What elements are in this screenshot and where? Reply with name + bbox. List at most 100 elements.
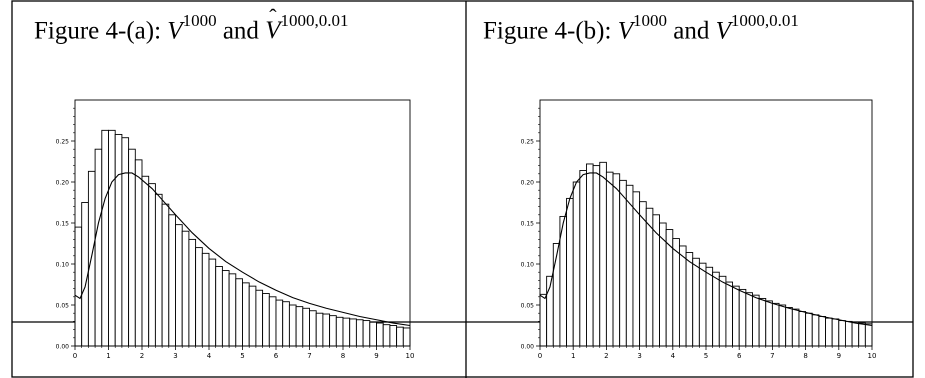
plot-b: 0 1 2 3 4 5 6 7 8 9 10 0.00 0.05 0.10 0.15 0.20 0.25 xyxy=(521,99,876,360)
histogram-bar xyxy=(355,319,364,347)
histogram-bar xyxy=(818,316,826,347)
histogram-bar xyxy=(154,193,163,347)
histogram-bar xyxy=(619,179,627,347)
histogram-bar xyxy=(335,316,344,347)
x-tick-label: 8 xyxy=(341,352,345,360)
x-tick-label: 10 xyxy=(406,352,415,360)
histogram-bar xyxy=(752,294,760,347)
title-sup2: 1000,0.01 xyxy=(730,11,799,30)
histogram-bar xyxy=(685,252,694,347)
title-and: and xyxy=(666,17,716,45)
histogram-bar xyxy=(805,312,813,347)
title-v1: V xyxy=(617,17,633,45)
title-prefix: Figure 4-(a): xyxy=(34,17,168,45)
x-tick-label: 9 xyxy=(837,352,841,360)
y-tick-label: 0.05 xyxy=(521,303,535,310)
histogram-bar xyxy=(825,317,833,347)
panel-a-title: Figure 4-(a): V1000 and V1000,0.01 xyxy=(34,4,348,45)
histogram-bar xyxy=(121,137,130,347)
y-tick-label: 0.20 xyxy=(56,180,70,187)
histogram-bar xyxy=(148,183,156,347)
panel-b-title: Figure 4-(b): V1000 and V1000,0.01 xyxy=(483,11,799,45)
histogram-bar xyxy=(349,318,357,347)
histogram-bar xyxy=(74,226,83,347)
x-tick-label: 5 xyxy=(704,352,708,360)
histogram-bar xyxy=(778,304,787,347)
x-tick-label: 2 xyxy=(140,352,144,360)
histogram-bar xyxy=(248,285,257,347)
histogram-bar xyxy=(858,322,866,347)
y-tick-label: 0.10 xyxy=(521,262,535,269)
title-prefix: Figure 4-(b): xyxy=(483,17,618,45)
y-tick-label: 0.00 xyxy=(521,344,535,351)
y-tick-label: 0.15 xyxy=(521,221,535,228)
histogram-bar xyxy=(188,238,197,347)
histogram-bar xyxy=(382,324,391,347)
histogram-bar xyxy=(672,238,680,347)
histogram-bar xyxy=(705,266,714,347)
histogram-bar xyxy=(302,307,310,347)
title-v1: V xyxy=(167,17,183,45)
histogram-bar xyxy=(838,320,846,347)
histogram-bar xyxy=(625,184,634,347)
y-tick-label: 0.25 xyxy=(56,139,70,146)
histogram-bar xyxy=(181,230,190,347)
histogram-bar xyxy=(718,275,727,347)
title-sup1: 1000 xyxy=(182,11,217,30)
histogram-bar xyxy=(552,243,561,347)
histogram-bar xyxy=(765,300,773,347)
title-v2: V xyxy=(715,17,731,45)
histogram-bar xyxy=(738,288,747,347)
histogram-bar xyxy=(322,313,331,347)
x-tick-label: 7 xyxy=(307,352,311,360)
histogram-bar xyxy=(745,292,753,347)
histogram-bar xyxy=(295,306,304,347)
x-tick-label: 3 xyxy=(637,352,641,360)
histogram-bar xyxy=(288,304,297,347)
histogram-bar xyxy=(114,133,123,347)
histogram-bar xyxy=(592,165,601,347)
x-tick-label: 0 xyxy=(73,352,77,360)
histogram-bar xyxy=(309,310,317,347)
histogram-bar xyxy=(758,297,767,347)
x-tick-label: 7 xyxy=(770,352,774,360)
histogram-bar xyxy=(242,282,250,347)
x-tick-label: 0 xyxy=(538,352,542,360)
x-tick-label: 8 xyxy=(803,352,807,360)
histogram-bar xyxy=(101,129,109,347)
histogram-bar xyxy=(221,270,230,347)
histogram-bar xyxy=(712,271,720,347)
histogram-bar xyxy=(639,201,647,347)
histogram-bar xyxy=(228,273,237,347)
histogram-bar xyxy=(208,258,217,347)
histogram-bar xyxy=(315,312,324,347)
density-curve xyxy=(74,172,411,327)
histogram-bar xyxy=(698,262,707,347)
histogram-bar xyxy=(168,214,176,347)
histogram-bar xyxy=(732,285,740,347)
histogram-bar xyxy=(275,299,284,347)
y-tick-label: 0.00 xyxy=(56,344,70,351)
x-tick-label: 6 xyxy=(274,352,279,360)
y-tick-label: 0.10 xyxy=(56,262,70,269)
histogram-bar xyxy=(586,163,594,347)
histogram-bar xyxy=(725,281,734,347)
histogram-bar xyxy=(851,321,860,347)
histogram-bar xyxy=(539,293,548,347)
histogram-bar xyxy=(798,311,807,347)
histogram-bar xyxy=(362,320,371,347)
y-tick-label: 0.20 xyxy=(521,180,535,187)
x-tick-label: 1 xyxy=(106,352,110,360)
histogram-bar xyxy=(175,224,183,347)
histogram-bar xyxy=(402,327,411,347)
plot-a: 0 1 2 3 4 5 6 7 8 9 10 0.00 0.05 0.10 0.15 0.20 0.25 xyxy=(56,99,415,360)
histogram-bar xyxy=(389,325,398,347)
x-tick-label: 4 xyxy=(671,352,676,360)
histogram-bar xyxy=(678,245,687,347)
histogram-bar xyxy=(844,320,853,347)
title-sup1: 1000 xyxy=(632,11,667,30)
x-tick-label: 3 xyxy=(173,352,177,360)
histogram-bar xyxy=(262,293,270,347)
histogram-bar xyxy=(811,314,820,347)
histogram-bar xyxy=(785,307,793,347)
